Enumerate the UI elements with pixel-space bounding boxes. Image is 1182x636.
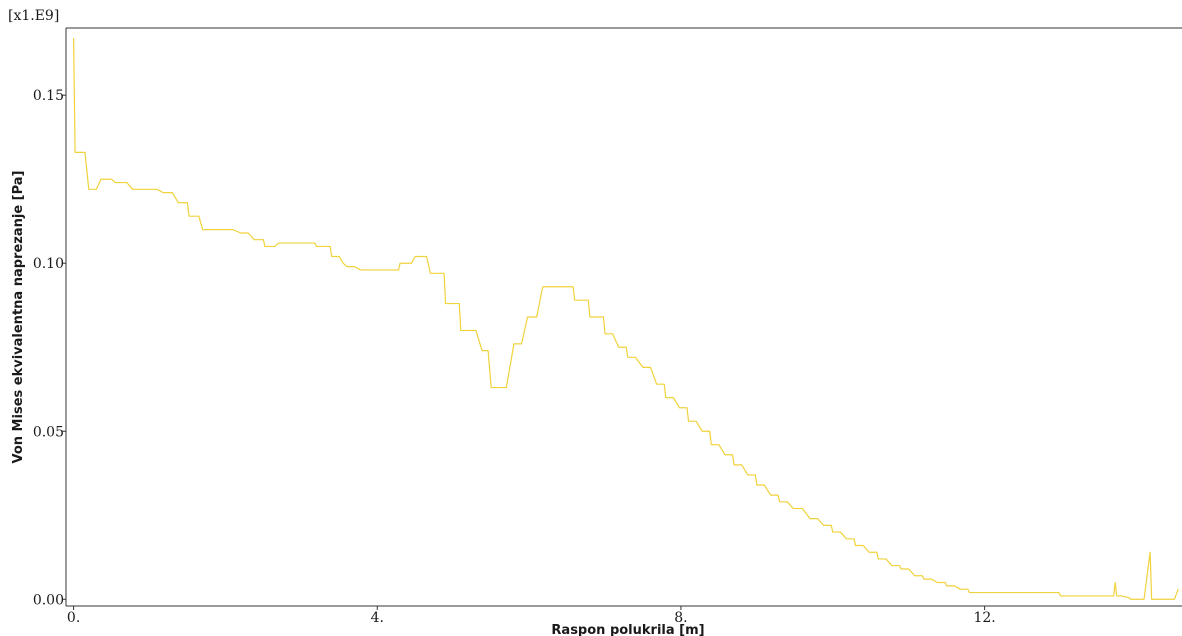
x-tick-label: 12. (973, 610, 995, 626)
y-axis-title: Von Mises ekvivalentna naprezanje [Pa] (11, 171, 26, 464)
x-tick-label: 4. (371, 610, 384, 626)
y-tick-label: 0.05 (33, 424, 64, 440)
x-tick-label: 8. (674, 610, 687, 626)
y-scale-multiplier-label: [x1.E9] (8, 8, 59, 24)
y-axis-ticks: 0.00 0.05 0.10 0.15 (33, 88, 66, 608)
series-line (72, 38, 1179, 600)
x-axis-ticks: 0. 4. 8. 12. (67, 606, 996, 626)
x-axis-title: Raspon polukrila [m] (551, 623, 704, 636)
x-tick-label: 0. (67, 610, 80, 626)
y-tick-label: 0.15 (33, 88, 64, 104)
y-tick-label: 0.00 (33, 592, 64, 608)
y-tick-label: 0.10 (33, 256, 64, 272)
